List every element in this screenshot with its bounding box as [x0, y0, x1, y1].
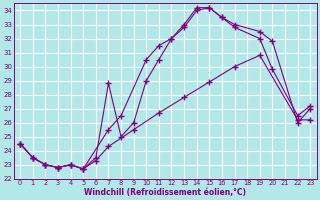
X-axis label: Windchill (Refroidissement éolien,°C): Windchill (Refroidissement éolien,°C): [84, 188, 246, 197]
